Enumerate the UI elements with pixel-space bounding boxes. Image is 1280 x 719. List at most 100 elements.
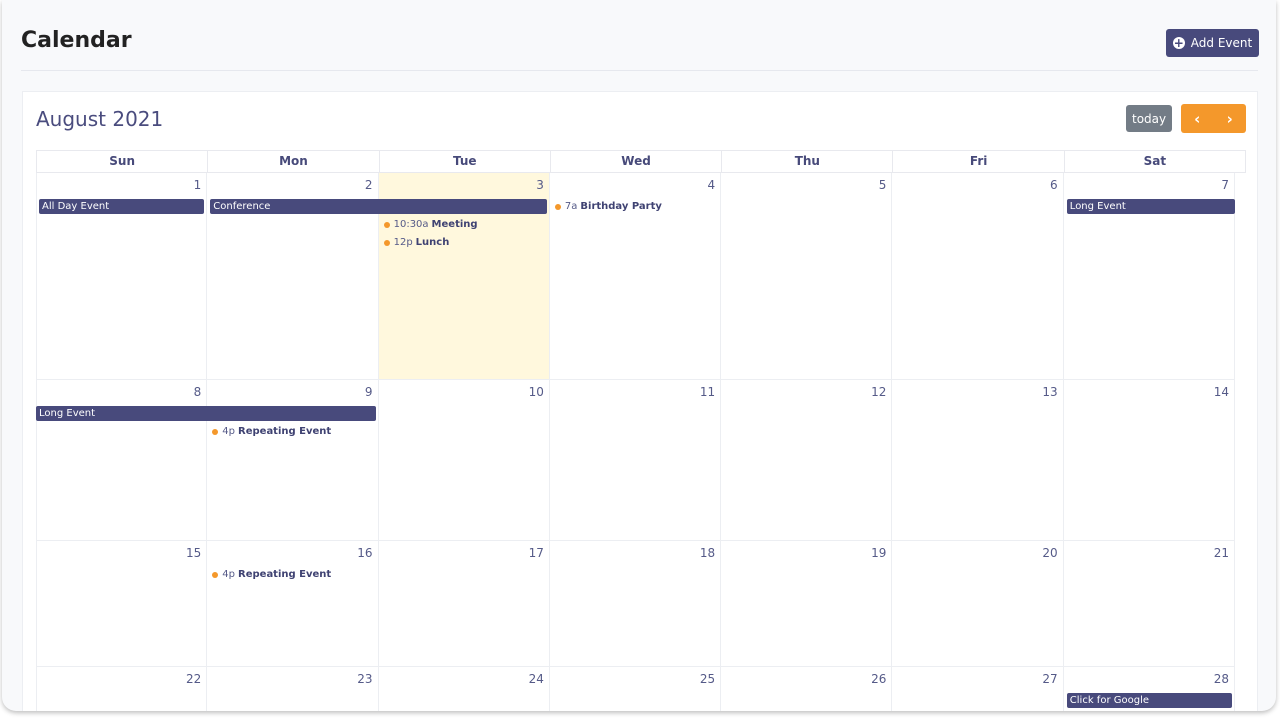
today-button[interactable]: today	[1126, 105, 1172, 132]
weekday-sun: Sun	[37, 151, 209, 172]
day-number[interactable]: 4	[707, 178, 716, 192]
divider	[21, 70, 1258, 71]
day-number[interactable]: 18	[699, 546, 716, 560]
event-title: Meeting	[431, 219, 478, 230]
day-cell[interactable]: 23	[207, 667, 379, 711]
day-cell[interactable]: 20	[892, 541, 1064, 666]
event-title: Repeating Event	[238, 426, 332, 437]
day-cell[interactable]: 10	[379, 380, 550, 540]
day-cell[interactable]: 7	[1064, 173, 1235, 379]
timed-event[interactable]: 12p Lunch	[383, 237, 450, 248]
day-number[interactable]: 26	[871, 672, 887, 686]
day-number[interactable]: 12	[871, 385, 887, 399]
day-number[interactable]: 15	[186, 546, 202, 560]
day-cell[interactable]: 17	[379, 541, 550, 666]
day-number[interactable]: 20	[1042, 546, 1058, 560]
day-number[interactable]: 1	[193, 178, 202, 192]
event-dot-icon	[383, 239, 390, 246]
day-cell[interactable]: 25	[550, 667, 722, 711]
day-cell[interactable]: 12	[721, 380, 893, 540]
day-number[interactable]: 21	[1213, 546, 1229, 560]
event-title: Birthday Party	[580, 201, 662, 212]
day-cell[interactable]: 1	[36, 173, 208, 379]
day-cell[interactable]: 24	[379, 667, 550, 711]
event-time: 7a	[564, 201, 578, 212]
day-cell[interactable]: 4	[550, 173, 722, 379]
event-bar[interactable]: Long Event	[1066, 199, 1236, 214]
event-dot-icon	[212, 571, 219, 578]
calendar-grid: Sun Mon Tue Wed Thu Fri Sat 1 2 3 4 5 6 7 All Day Eve…	[36, 150, 1246, 711]
event-time: 4p	[222, 426, 236, 437]
day-number[interactable]: 27	[1042, 672, 1058, 686]
week-row: 15 16 17 18 19 20 21 4p Repeating Event	[36, 541, 1235, 667]
day-cell[interactable]: 26	[721, 667, 893, 711]
event-dot-icon	[212, 428, 219, 435]
weekday-fri: Fri	[893, 151, 1065, 172]
day-cell[interactable]: 13	[892, 380, 1064, 540]
week-row: 8 9 10 11 12 13 14 Long Event 4p Repeating Event	[36, 380, 1235, 541]
day-cell[interactable]: 18	[550, 541, 722, 666]
timed-event[interactable]: 7a Birthday Party	[554, 201, 662, 212]
day-cell[interactable]: 21	[1064, 541, 1235, 666]
day-cell[interactable]: 2	[207, 173, 379, 379]
day-cell[interactable]: 8	[36, 380, 208, 540]
event-title: Lunch	[415, 237, 450, 248]
event-time: 12p	[393, 237, 413, 248]
month-title: August 2021	[36, 107, 164, 131]
timed-event[interactable]: 10:30a Meeting	[383, 219, 478, 230]
event-title: Repeating Event	[238, 569, 332, 580]
plus-circle-icon: +	[1172, 36, 1185, 50]
day-number[interactable]: 10	[528, 385, 544, 399]
event-time: 10:30a	[393, 219, 429, 230]
day-cell[interactable]: 19	[721, 541, 893, 666]
day-number[interactable]: 5	[878, 178, 887, 192]
day-number[interactable]: 8	[193, 385, 202, 399]
day-number[interactable]: 28	[1213, 672, 1229, 686]
day-number[interactable]: 6	[1050, 178, 1058, 192]
week-row: 22 23 24 25 26 27 28 Click for Google	[36, 667, 1235, 711]
page-title: Calendar	[21, 28, 132, 53]
next-month-button[interactable]: ›	[1214, 104, 1247, 133]
day-number[interactable]: 2	[364, 178, 373, 192]
day-number[interactable]: 3	[536, 178, 544, 192]
day-number[interactable]: 25	[699, 672, 716, 686]
event-dot-icon	[554, 203, 561, 210]
day-number[interactable]: 22	[186, 672, 202, 686]
event-bar[interactable]: Click for Google	[1066, 693, 1233, 708]
chevron-left-icon: ‹	[1194, 109, 1201, 128]
timed-event[interactable]: 4p Repeating Event	[212, 426, 331, 437]
day-number[interactable]: 19	[871, 546, 887, 560]
weekday-header: Sun Mon Tue Wed Thu Fri Sat	[36, 150, 1246, 173]
weekday-thu: Thu	[722, 151, 894, 172]
prev-month-button[interactable]: ‹	[1181, 104, 1214, 133]
weekday-tue: Tue	[380, 151, 551, 172]
day-cell[interactable]: 6	[892, 173, 1064, 379]
timed-event[interactable]: 4p Repeating Event	[212, 569, 331, 580]
day-number[interactable]: 14	[1213, 385, 1229, 399]
week-row: 1 2 3 4 5 6 7 All Day Event Conference Long Event…	[36, 173, 1236, 380]
day-cell[interactable]: 15	[36, 541, 208, 666]
day-number[interactable]: 24	[528, 672, 544, 686]
day-number[interactable]: 23	[357, 672, 373, 686]
event-bar[interactable]: Conference	[210, 199, 547, 214]
day-cell[interactable]: 16	[207, 541, 379, 666]
event-bar[interactable]: All Day Event	[39, 199, 205, 214]
day-number[interactable]: 16	[357, 546, 373, 560]
day-cell[interactable]: 14	[1064, 380, 1235, 540]
weekday-wed: Wed	[551, 151, 723, 172]
add-event-button[interactable]: + Add Event	[1166, 29, 1259, 57]
day-number[interactable]: 17	[528, 546, 544, 560]
day-number[interactable]: 9	[364, 385, 373, 399]
day-cell[interactable]: 5	[721, 173, 893, 379]
event-bar[interactable]: Long Event	[36, 406, 376, 421]
day-cell[interactable]: 27	[892, 667, 1064, 711]
day-cell[interactable]: 11	[550, 380, 722, 540]
chevron-right-icon: ›	[1226, 109, 1233, 128]
day-cell[interactable]: 28	[1064, 667, 1235, 711]
day-cell[interactable]: 9	[207, 380, 379, 540]
day-cell[interactable]: 22	[36, 667, 208, 711]
day-number[interactable]: 7	[1221, 178, 1229, 192]
day-number[interactable]: 11	[699, 385, 716, 399]
month-nav: ‹ ›	[1181, 104, 1246, 133]
day-number[interactable]: 13	[1042, 385, 1058, 399]
